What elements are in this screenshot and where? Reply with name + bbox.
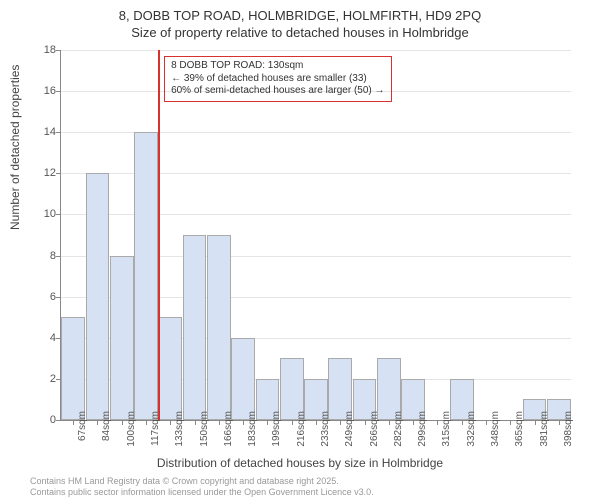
x-tick-mark	[510, 420, 511, 425]
y-tick-label: 2	[31, 373, 56, 385]
x-tick-mark	[195, 420, 196, 425]
y-tick-mark	[56, 256, 61, 257]
y-tick-label: 12	[31, 167, 56, 179]
x-tick-mark	[122, 420, 123, 425]
annotation-line: ← 39% of detached houses are smaller (33…	[171, 73, 384, 86]
y-tick-label: 10	[31, 208, 56, 220]
y-tick-mark	[56, 91, 61, 92]
annotation-line: 60% of semi-detached houses are larger (…	[171, 85, 384, 98]
x-tick-mark	[462, 420, 463, 425]
x-tick-mark	[170, 420, 171, 425]
y-tick-label: 14	[31, 126, 56, 138]
x-tick-mark	[316, 420, 317, 425]
x-tick-mark	[73, 420, 74, 425]
grid-line	[61, 50, 571, 51]
x-tick-mark	[267, 420, 268, 425]
chart-container: 8, DOBB TOP ROAD, HOLMBRIDGE, HOLMFIRTH,…	[0, 0, 600, 500]
x-tick-mark	[243, 420, 244, 425]
x-tick-mark	[535, 420, 536, 425]
y-tick-mark	[56, 420, 61, 421]
y-tick-mark	[56, 173, 61, 174]
bar	[110, 256, 134, 420]
x-tick-mark	[437, 420, 438, 425]
title-line-2: Size of property relative to detached ho…	[0, 25, 600, 42]
x-tick-label: 398sqm	[563, 411, 574, 449]
x-tick-mark	[340, 420, 341, 425]
x-tick-mark	[146, 420, 147, 425]
y-tick-label: 18	[31, 44, 56, 56]
x-tick-mark	[559, 420, 560, 425]
y-tick-label: 16	[31, 85, 56, 97]
bar	[183, 235, 207, 420]
y-tick-label: 0	[31, 414, 56, 426]
y-tick-mark	[56, 50, 61, 51]
x-tick-mark	[292, 420, 293, 425]
bar	[231, 338, 255, 420]
chart-title: 8, DOBB TOP ROAD, HOLMBRIDGE, HOLMFIRTH,…	[0, 0, 600, 42]
y-tick-mark	[56, 214, 61, 215]
plot-area: 02468101214161867sqm84sqm100sqm117sqm133…	[60, 50, 571, 421]
x-tick-mark	[413, 420, 414, 425]
bar	[207, 235, 231, 420]
y-tick-label: 6	[31, 291, 56, 303]
bar	[61, 317, 85, 420]
x-tick-label: 299sqm	[417, 411, 428, 449]
annotation-box: 8 DOBB TOP ROAD: 130sqm← 39% of detached…	[164, 56, 391, 102]
y-axis-label: Number of detached properties	[8, 65, 22, 230]
x-tick-label: 332sqm	[466, 411, 477, 449]
annotation-line: 8 DOBB TOP ROAD: 130sqm	[171, 60, 384, 73]
y-tick-mark	[56, 132, 61, 133]
x-tick-mark	[365, 420, 366, 425]
y-tick-label: 8	[31, 250, 56, 262]
x-tick-mark	[389, 420, 390, 425]
title-line-1: 8, DOBB TOP ROAD, HOLMBRIDGE, HOLMFIRTH,…	[0, 8, 600, 25]
footer-attribution: Contains HM Land Registry data © Crown c…	[30, 476, 374, 498]
x-axis-label: Distribution of detached houses by size …	[0, 456, 600, 470]
bar	[86, 173, 110, 420]
footer-line-1: Contains HM Land Registry data © Crown c…	[30, 476, 374, 487]
bar	[158, 317, 182, 420]
x-tick-mark	[219, 420, 220, 425]
footer-line-2: Contains public sector information licen…	[30, 487, 374, 498]
x-tick-mark	[97, 420, 98, 425]
reference-line	[158, 50, 160, 420]
x-tick-mark	[486, 420, 487, 425]
y-tick-label: 4	[31, 332, 56, 344]
y-tick-mark	[56, 297, 61, 298]
bar	[134, 132, 158, 420]
x-tick-label: 348sqm	[490, 411, 501, 449]
